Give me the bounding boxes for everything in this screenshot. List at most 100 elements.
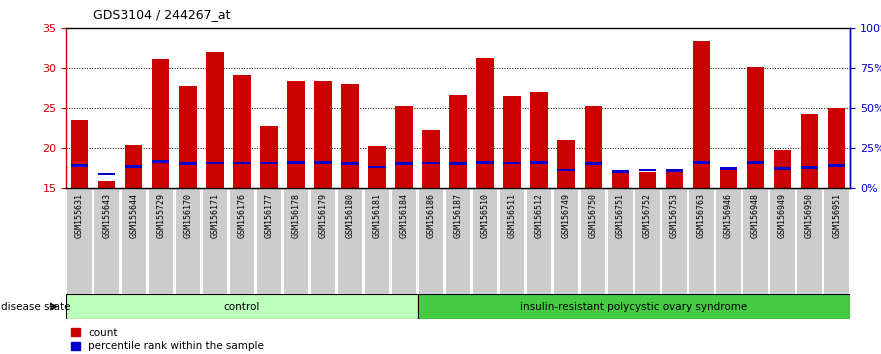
FancyBboxPatch shape [311, 188, 335, 294]
Bar [477, 58, 494, 188]
FancyBboxPatch shape [797, 188, 822, 294]
Text: GSM156184: GSM156184 [400, 193, 409, 238]
Bar [584, 105, 602, 188]
Bar [720, 167, 737, 170]
Bar [422, 130, 440, 188]
Bar [396, 162, 413, 165]
Bar [315, 161, 332, 164]
Text: GSM156176: GSM156176 [237, 193, 247, 238]
Bar [152, 160, 169, 163]
Bar [233, 161, 250, 164]
Bar [152, 59, 169, 188]
Bar [747, 67, 765, 188]
Bar [422, 161, 440, 164]
Text: GSM156751: GSM156751 [616, 193, 625, 238]
FancyBboxPatch shape [744, 188, 767, 294]
Text: GDS3104 / 244267_at: GDS3104 / 244267_at [93, 8, 230, 21]
Bar [287, 81, 305, 188]
FancyBboxPatch shape [770, 188, 795, 294]
Text: GSM156948: GSM156948 [751, 193, 760, 238]
Bar [801, 114, 818, 188]
Text: GSM156950: GSM156950 [805, 193, 814, 238]
FancyBboxPatch shape [230, 188, 254, 294]
Text: GSM156949: GSM156949 [778, 193, 787, 238]
Text: GSM156951: GSM156951 [833, 193, 841, 238]
Bar [368, 166, 386, 168]
Text: GSM156511: GSM156511 [507, 193, 516, 238]
Text: GSM156187: GSM156187 [454, 193, 463, 238]
Bar [206, 52, 224, 188]
Bar [774, 150, 791, 188]
Bar [179, 162, 196, 165]
Bar [774, 167, 791, 170]
FancyBboxPatch shape [68, 188, 92, 294]
FancyBboxPatch shape [94, 188, 119, 294]
Text: GSM156510: GSM156510 [481, 193, 490, 238]
Text: GSM156763: GSM156763 [697, 193, 706, 238]
Text: GSM155631: GSM155631 [75, 193, 84, 238]
Text: GSM156181: GSM156181 [373, 193, 381, 238]
FancyBboxPatch shape [418, 294, 850, 319]
Bar [341, 162, 359, 165]
Text: GSM156512: GSM156512 [535, 193, 544, 238]
FancyBboxPatch shape [716, 188, 741, 294]
Bar [70, 164, 88, 167]
Bar [125, 165, 143, 167]
Bar [666, 170, 683, 172]
Bar [666, 171, 683, 188]
Bar [260, 126, 278, 188]
FancyBboxPatch shape [581, 188, 605, 294]
Text: GSM155729: GSM155729 [156, 193, 166, 238]
FancyBboxPatch shape [203, 188, 227, 294]
Text: GSM156179: GSM156179 [318, 193, 328, 238]
FancyBboxPatch shape [337, 188, 362, 294]
Text: GSM156750: GSM156750 [589, 193, 598, 238]
Bar [639, 172, 656, 188]
FancyBboxPatch shape [825, 188, 848, 294]
FancyBboxPatch shape [554, 188, 579, 294]
Bar [558, 140, 575, 188]
FancyBboxPatch shape [149, 188, 173, 294]
Bar [692, 41, 710, 188]
Bar [503, 96, 521, 188]
FancyBboxPatch shape [663, 188, 686, 294]
Bar [368, 146, 386, 188]
Text: GSM156946: GSM156946 [724, 193, 733, 238]
FancyBboxPatch shape [527, 188, 552, 294]
FancyBboxPatch shape [689, 188, 714, 294]
FancyBboxPatch shape [446, 188, 470, 294]
Bar [179, 86, 196, 188]
Bar [801, 166, 818, 169]
Bar [503, 161, 521, 164]
Text: GSM156171: GSM156171 [211, 193, 219, 238]
Text: GSM156752: GSM156752 [643, 193, 652, 238]
Text: GSM155644: GSM155644 [130, 193, 138, 238]
Text: GSM156177: GSM156177 [264, 193, 273, 238]
Bar [315, 81, 332, 188]
Bar [260, 161, 278, 164]
Text: GSM156180: GSM156180 [345, 193, 354, 238]
Bar [611, 172, 629, 188]
Bar [530, 92, 548, 188]
Text: GSM156178: GSM156178 [292, 193, 300, 238]
FancyBboxPatch shape [365, 188, 389, 294]
Bar [449, 162, 467, 165]
FancyBboxPatch shape [608, 188, 633, 294]
FancyBboxPatch shape [256, 188, 281, 294]
Legend: count, percentile rank within the sample: count, percentile rank within the sample [71, 328, 263, 351]
FancyBboxPatch shape [635, 188, 660, 294]
Bar [287, 161, 305, 164]
FancyBboxPatch shape [473, 188, 497, 294]
Text: GSM156753: GSM156753 [670, 193, 679, 238]
Text: disease state: disease state [1, 302, 70, 312]
Bar [70, 120, 88, 188]
Bar [747, 161, 765, 164]
Bar [639, 169, 656, 171]
FancyBboxPatch shape [500, 188, 524, 294]
Bar [477, 161, 494, 164]
FancyBboxPatch shape [418, 188, 443, 294]
Bar [558, 169, 575, 171]
Bar [233, 75, 250, 188]
Bar [98, 173, 115, 176]
Text: control: control [224, 302, 260, 312]
